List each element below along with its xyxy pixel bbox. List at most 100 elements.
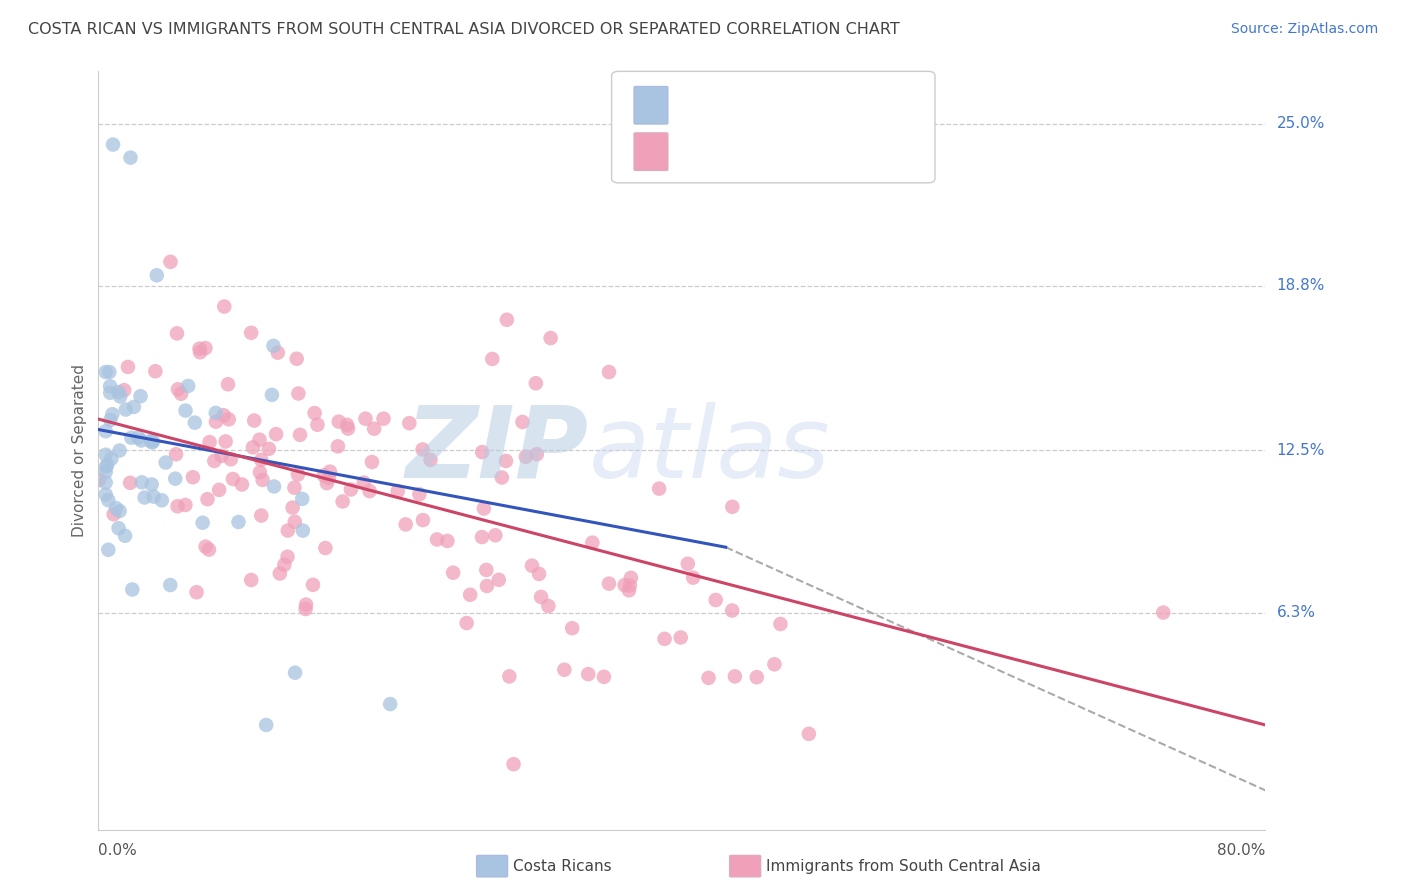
- Point: [496, 312, 519, 326]
- Point: [100, 451, 122, 466]
- Point: [188, 342, 211, 356]
- Point: [488, 573, 510, 587]
- Point: [186, 585, 208, 599]
- Point: [797, 727, 820, 741]
- Point: [619, 578, 641, 592]
- Text: 80.0%: 80.0%: [1218, 843, 1265, 857]
- Point: [177, 379, 200, 393]
- Text: COSTA RICAN VS IMMIGRANTS FROM SOUTH CENTRAL ASIA DIVORCED OR SEPARATED CORRELAT: COSTA RICAN VS IMMIGRANTS FROM SOUTH CEN…: [28, 22, 900, 37]
- Point: [145, 364, 167, 378]
- Point: [763, 657, 786, 672]
- Point: [257, 442, 280, 456]
- Point: [87, 473, 110, 487]
- Point: [120, 431, 142, 445]
- Point: [150, 493, 173, 508]
- Point: [319, 465, 342, 479]
- Point: [617, 583, 640, 598]
- Point: [243, 413, 266, 427]
- Point: [581, 535, 603, 549]
- Point: [240, 326, 263, 340]
- Point: [231, 477, 253, 491]
- Point: [294, 602, 316, 616]
- Point: [142, 490, 165, 504]
- Point: [218, 412, 240, 426]
- Point: [208, 483, 231, 497]
- Point: [475, 579, 498, 593]
- Point: [141, 477, 163, 491]
- Text: R = -0.425   N = 139: R = -0.425 N = 139: [681, 143, 869, 161]
- Text: ZIP: ZIP: [405, 402, 589, 499]
- Point: [491, 470, 513, 484]
- Point: [475, 563, 498, 577]
- Point: [146, 268, 169, 283]
- Point: [561, 621, 583, 635]
- Point: [197, 492, 219, 507]
- Point: [613, 578, 636, 592]
- Point: [228, 515, 250, 529]
- Point: [219, 452, 242, 467]
- Point: [524, 376, 547, 391]
- Point: [316, 476, 339, 491]
- Point: [361, 455, 384, 469]
- Point: [263, 479, 285, 493]
- Point: [395, 517, 418, 532]
- Point: [576, 667, 599, 681]
- Point: [249, 465, 271, 479]
- Point: [104, 501, 127, 516]
- Point: [254, 718, 277, 732]
- Point: [260, 388, 283, 402]
- Point: [419, 453, 441, 467]
- Text: Immigrants from South Central Asia: Immigrants from South Central Asia: [766, 859, 1042, 873]
- Point: [498, 669, 520, 683]
- Point: [139, 434, 162, 448]
- Point: [129, 434, 152, 448]
- Point: [408, 487, 430, 501]
- Point: [436, 533, 458, 548]
- Point: [495, 454, 517, 468]
- Point: [252, 473, 274, 487]
- Point: [264, 427, 287, 442]
- Point: [101, 407, 124, 421]
- Point: [170, 386, 193, 401]
- Point: [194, 540, 217, 554]
- Point: [217, 377, 239, 392]
- Point: [267, 345, 290, 359]
- Point: [676, 557, 699, 571]
- Point: [141, 435, 163, 450]
- Point: [472, 501, 495, 516]
- Point: [131, 475, 153, 490]
- Point: [291, 491, 314, 506]
- Point: [537, 599, 560, 613]
- Point: [273, 558, 295, 572]
- Point: [184, 416, 207, 430]
- Point: [456, 615, 478, 630]
- Point: [94, 465, 117, 479]
- Point: [159, 578, 181, 592]
- Point: [214, 300, 236, 314]
- Point: [98, 385, 121, 400]
- Point: [291, 524, 314, 538]
- Point: [283, 481, 305, 495]
- Point: [240, 573, 263, 587]
- Point: [155, 456, 177, 470]
- Point: [340, 483, 363, 497]
- Point: [336, 417, 359, 432]
- Point: [654, 632, 676, 646]
- Point: [285, 351, 308, 366]
- Point: [112, 383, 135, 397]
- Point: [526, 447, 548, 461]
- Point: [107, 521, 129, 535]
- Point: [134, 491, 156, 505]
- Point: [94, 487, 117, 501]
- Point: [121, 582, 143, 597]
- Point: [120, 151, 142, 165]
- Point: [120, 475, 142, 490]
- Point: [353, 475, 375, 490]
- Point: [426, 533, 449, 547]
- Point: [481, 351, 503, 366]
- Point: [122, 400, 145, 414]
- Point: [114, 529, 136, 543]
- Point: [97, 542, 120, 557]
- Point: [520, 558, 543, 573]
- Point: [745, 670, 768, 684]
